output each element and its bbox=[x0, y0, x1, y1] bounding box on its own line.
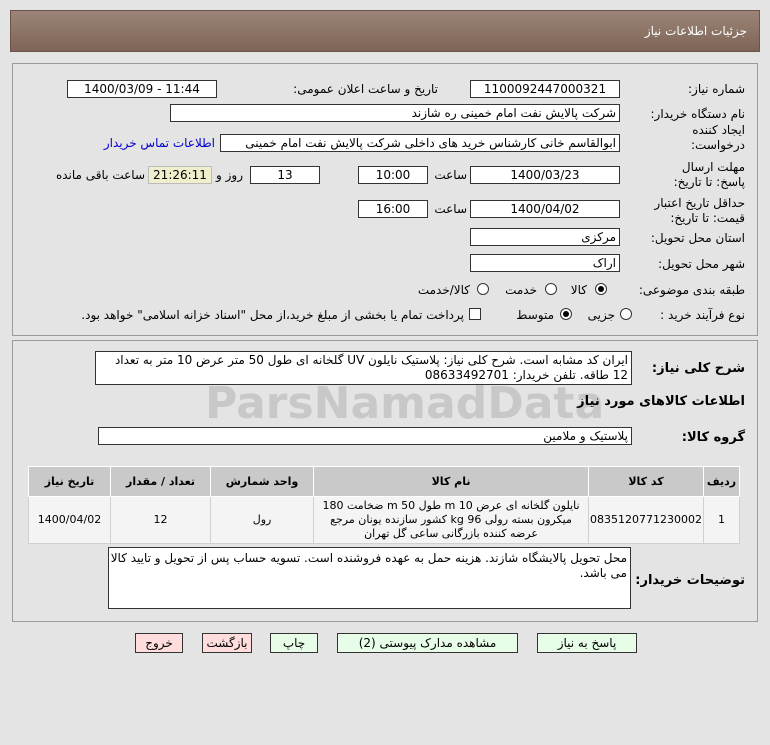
city-label: شهر محل تحویل: bbox=[658, 257, 745, 271]
need-number-label: شماره نیاز: bbox=[688, 82, 745, 96]
page-title: جزئیات اطلاعات نیاز bbox=[644, 24, 747, 38]
col-unit: واحد شمارش bbox=[210, 466, 315, 497]
treasury-payment-checkbox[interactable] bbox=[469, 308, 481, 320]
cell-date: 1400/04/02 bbox=[27, 496, 112, 544]
description-label: شرح کلی نیاز: bbox=[651, 361, 745, 376]
back-button[interactable]: بازگشت bbox=[202, 633, 252, 653]
col-qty: تعداد / مقدار bbox=[110, 466, 212, 497]
validity-time-label: ساعت bbox=[434, 202, 467, 216]
col-row: ردیف bbox=[703, 466, 740, 497]
cell-name: نایلون گلخانه ای عرض 10 m طول 50 m ضخامت… bbox=[313, 496, 590, 544]
attachments-button[interactable]: مشاهده مدارک پیوستی (2) bbox=[337, 633, 518, 653]
process-minor-label: جزیی bbox=[587, 308, 615, 322]
exit-button[interactable]: خروج bbox=[135, 633, 183, 653]
announce-field: 1400/03/09 - 11:44 bbox=[67, 80, 217, 98]
page-header: جزئیات اطلاعات نیاز bbox=[10, 10, 760, 52]
province-field: مرکزی bbox=[470, 228, 620, 246]
col-code: کد کالا bbox=[588, 466, 704, 497]
province-label: استان محل تحویل: bbox=[650, 231, 745, 245]
creator-field: ابوالقاسم خانی کارشناس خرید های داخلی شر… bbox=[220, 134, 620, 152]
category-service-label: خدمت bbox=[505, 283, 537, 297]
goods-info-title: اطلاعات کالاهای مورد نیاز bbox=[577, 394, 745, 409]
watermark: ParsNamadData bbox=[205, 378, 605, 429]
cell-row: 1 bbox=[703, 496, 740, 544]
category-radio-both[interactable] bbox=[477, 283, 489, 295]
validity-label: حداقل تاریخ اعتبار قیمت: تا تاریخ: bbox=[654, 196, 745, 225]
reply-time-label: ساعت bbox=[434, 168, 467, 182]
days-label: روز و bbox=[216, 168, 243, 182]
category-label: طبقه بندی موضوعی: bbox=[638, 283, 745, 297]
col-date: تاریخ نیاز bbox=[27, 466, 112, 497]
cell-code: 0835120771230002 bbox=[588, 496, 704, 544]
validity-date-field: 1400/04/02 bbox=[470, 200, 620, 218]
buyer-org-field: شرکت پالایش نفت امام خمینی ره شازند bbox=[170, 104, 620, 122]
category-goods-label: کالا bbox=[570, 283, 587, 297]
category-radio-service[interactable] bbox=[545, 283, 557, 295]
process-medium-label: متوسط bbox=[516, 308, 554, 322]
reply-time-field: 10:00 bbox=[358, 166, 428, 184]
remaining-time: 21:26:11 bbox=[148, 166, 212, 184]
notes-label: توضیحات خریدار: bbox=[635, 573, 745, 588]
description-field: ایران کد مشابه است. شرح کلی نیاز: پلاستی… bbox=[95, 351, 632, 385]
cell-unit: رول bbox=[210, 496, 315, 544]
contact-info-link[interactable]: اطلاعات تماس خریدار bbox=[103, 136, 215, 150]
announce-label: تاریخ و ساعت اعلان عمومی: bbox=[293, 82, 438, 96]
notes-field: محل تحویل پالایشگاه شازند. هزینه حمل به … bbox=[108, 547, 631, 609]
cell-qty: 12 bbox=[110, 496, 212, 544]
reply-deadline-label: مهلت ارسال پاسخ: تا تاریخ: bbox=[673, 160, 745, 189]
buyer-org-label: نام دستگاه خریدار: bbox=[650, 107, 746, 121]
reply-button[interactable]: پاسخ به نیاز bbox=[537, 633, 637, 653]
creator-label: ایجاد کننده درخواست: bbox=[691, 123, 745, 152]
need-number-field: 1100092447000321 bbox=[470, 80, 620, 98]
table-header-row: ردیف کد کالا نام کالا واحد شمارش تعداد /… bbox=[27, 466, 740, 497]
reply-date-field: 1400/03/23 bbox=[470, 166, 620, 184]
process-label: نوع فرآیند خرید : bbox=[660, 308, 745, 322]
remaining-label: ساعت باقی مانده bbox=[55, 168, 145, 182]
table-row: 1 0835120771230002 نایلون گلخانه ای عرض … bbox=[27, 496, 740, 544]
col-name: نام کالا bbox=[313, 466, 590, 497]
goods-table: ردیف کد کالا نام کالا واحد شمارش تعداد /… bbox=[27, 466, 740, 544]
validity-time-field: 16:00 bbox=[358, 200, 428, 218]
print-button[interactable]: چاپ bbox=[270, 633, 318, 653]
goods-group-field: پلاستیک و ملامین bbox=[98, 427, 632, 445]
category-radio-goods[interactable] bbox=[595, 283, 607, 295]
goods-group-label: گروه کالا: bbox=[681, 430, 745, 445]
category-both-label: کالا/خدمت bbox=[417, 283, 470, 297]
process-radio-minor[interactable] bbox=[620, 308, 632, 320]
treasury-payment-label: پرداخت تمام یا بخشی از مبلغ خرید،از محل … bbox=[81, 308, 464, 322]
days-field: 13 bbox=[250, 166, 320, 184]
city-field: اراک bbox=[470, 254, 620, 272]
process-radio-medium[interactable] bbox=[560, 308, 572, 320]
